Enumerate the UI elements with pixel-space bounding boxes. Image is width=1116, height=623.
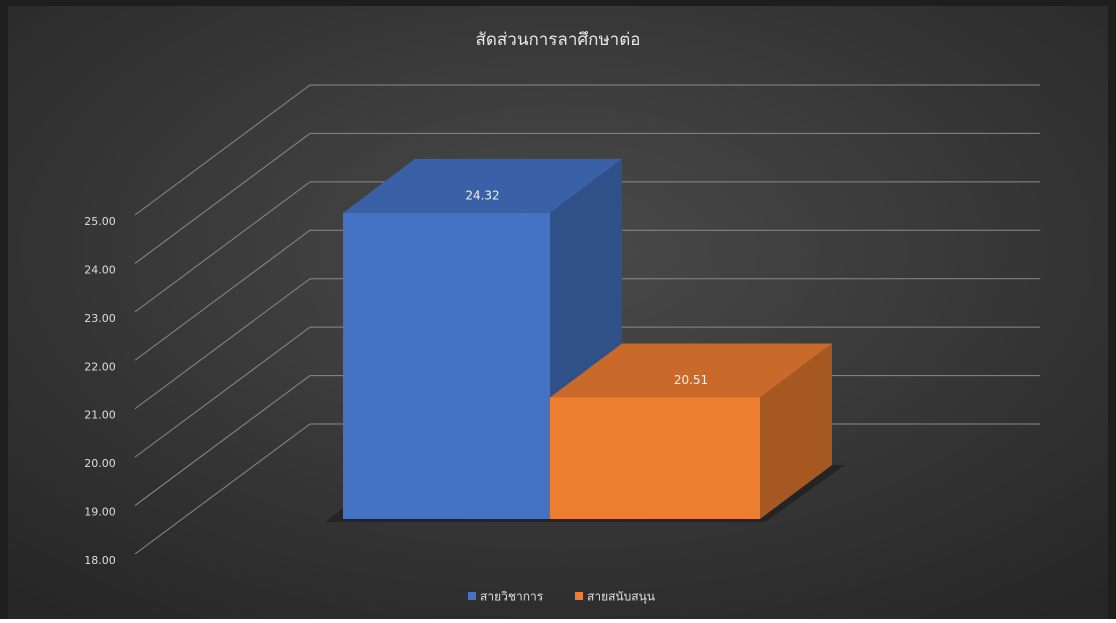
chart-title: สัดส่วนการลาศึกษาต่อ — [476, 30, 641, 50]
side-grid-line — [134, 84, 311, 216]
legend-swatch — [575, 592, 583, 600]
side-grid-line — [134, 181, 311, 313]
legend-label: สายวิชาการ — [480, 590, 544, 604]
side-grid-line — [134, 229, 311, 361]
side-grid-line — [134, 278, 311, 410]
bar-top — [343, 158, 622, 213]
side-grid-line — [134, 423, 311, 555]
y-tick-label: 20.00 — [84, 457, 116, 470]
legend-swatch — [468, 592, 476, 600]
side-grid-line — [134, 133, 311, 264]
side-grid-line — [134, 326, 311, 458]
data-label: 20.51 — [674, 373, 708, 387]
y-tick-label: 21.00 — [84, 409, 116, 422]
bar — [343, 212, 550, 519]
legend-label: สายสนับสนุน — [587, 590, 655, 605]
bar-top — [550, 343, 832, 398]
side-grid-line — [134, 375, 311, 506]
data-label: 24.32 — [465, 188, 499, 202]
bar — [550, 397, 760, 519]
y-tick-label: 25.00 — [84, 215, 116, 228]
y-tick-label: 18.00 — [84, 554, 116, 567]
y-tick-label: 24.00 — [84, 263, 116, 276]
bar-side — [760, 343, 832, 519]
y-tick-label: 22.00 — [84, 360, 116, 373]
y-tick-label: 23.00 — [84, 312, 116, 325]
y-tick-label: 19.00 — [84, 506, 116, 519]
